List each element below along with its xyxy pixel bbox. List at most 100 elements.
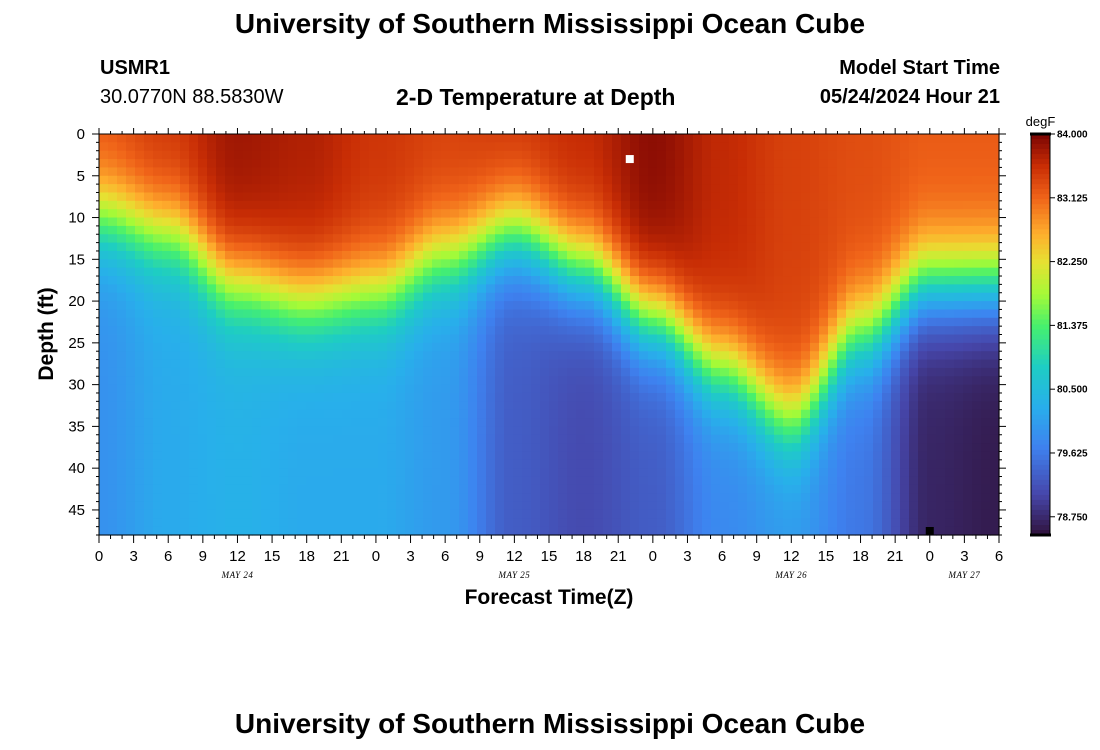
- heatmap-cell: [585, 175, 595, 185]
- heatmap-cell: [297, 134, 307, 143]
- heatmap-cell: [225, 476, 235, 486]
- heatmap-cell: [351, 217, 361, 227]
- heatmap-cell: [684, 392, 694, 402]
- heatmap-cell: [783, 468, 793, 478]
- heatmap-cell: [414, 134, 424, 143]
- heatmap-cell: [558, 242, 568, 252]
- heatmap-cell: [522, 401, 532, 411]
- heatmap-cell: [396, 192, 406, 202]
- heatmap-cell: [864, 192, 874, 202]
- heatmap-cell: [342, 493, 352, 503]
- heatmap-cell: [513, 292, 523, 302]
- heatmap-cell: [99, 384, 109, 394]
- heatmap-cell: [909, 493, 919, 503]
- heatmap-cell: [495, 326, 505, 336]
- heatmap-cell: [414, 342, 424, 352]
- heatmap-cell: [900, 443, 910, 453]
- heatmap-cell: [99, 184, 109, 194]
- heatmap-cell: [972, 267, 982, 277]
- heatmap-cell: [423, 518, 433, 528]
- heatmap-cell: [576, 134, 586, 143]
- heatmap-cell: [873, 192, 883, 202]
- heatmap-cell: [909, 418, 919, 427]
- heatmap-cell: [207, 301, 217, 311]
- heatmap-cell: [189, 309, 199, 319]
- heatmap-cell: [765, 443, 775, 453]
- heatmap-cell: [126, 134, 136, 143]
- heatmap-cell: [450, 167, 460, 177]
- heatmap-cell: [828, 476, 838, 486]
- heatmap-cell: [117, 509, 127, 519]
- heatmap-cell: [261, 418, 271, 427]
- heatmap-cell: [459, 526, 469, 536]
- heatmap-cell: [423, 409, 433, 419]
- heatmap-cell: [252, 351, 262, 361]
- heatmap-cell: [747, 376, 757, 386]
- heatmap-cell: [495, 401, 505, 411]
- heatmap-cell: [540, 259, 550, 269]
- heatmap-cell: [495, 493, 505, 503]
- heatmap-cell: [324, 367, 334, 377]
- heatmap-cell: [387, 367, 397, 377]
- heatmap-cell: [99, 351, 109, 361]
- heatmap-cell: [729, 217, 739, 227]
- heatmap-cell: [972, 451, 982, 461]
- heatmap-cell: [774, 167, 784, 177]
- heatmap-cell: [180, 518, 190, 528]
- heatmap-cell: [639, 200, 649, 210]
- heatmap-cell: [747, 418, 757, 427]
- heatmap-cell: [594, 342, 604, 352]
- heatmap-cell: [189, 225, 199, 235]
- heatmap-cell: [873, 443, 883, 453]
- heatmap-cell: [513, 459, 523, 469]
- heatmap-cell: [855, 259, 865, 269]
- heatmap-cell: [351, 134, 361, 143]
- heatmap-cell: [666, 392, 676, 402]
- heatmap-cell: [333, 242, 343, 252]
- heatmap-cell: [243, 150, 253, 160]
- heatmap-cell: [189, 276, 199, 285]
- heatmap-cell: [900, 209, 910, 219]
- heatmap-cell: [882, 159, 892, 169]
- heatmap-cell: [927, 342, 937, 352]
- heatmap-cell: [243, 217, 253, 227]
- heatmap-cell: [522, 317, 532, 327]
- heatmap-cell: [279, 451, 289, 461]
- heatmap-cell: [873, 159, 883, 169]
- heatmap-cell: [864, 309, 874, 319]
- heatmap-cell: [189, 526, 199, 536]
- heatmap-cell: [504, 142, 514, 152]
- heatmap-cell: [522, 150, 532, 160]
- heatmap-cell: [927, 501, 937, 511]
- heatmap-cell: [270, 443, 280, 453]
- heatmap-cell: [990, 234, 1000, 244]
- heatmap-cell: [639, 518, 649, 528]
- heatmap-cell: [747, 518, 757, 528]
- heatmap-cell: [180, 367, 190, 377]
- heatmap-cell: [225, 250, 235, 260]
- heatmap-cell: [414, 418, 424, 427]
- heatmap-cell: [207, 367, 217, 377]
- heatmap-cell: [522, 159, 532, 169]
- heatmap-cell: [675, 401, 685, 411]
- heatmap-cell: [99, 276, 109, 285]
- heatmap-cell: [504, 392, 514, 402]
- heatmap-cell: [621, 518, 631, 528]
- heatmap-cell: [252, 192, 262, 202]
- heatmap-cell: [504, 384, 514, 394]
- heatmap-cell: [225, 526, 235, 536]
- heatmap-cell: [315, 159, 325, 169]
- heatmap-cell: [171, 150, 181, 160]
- heatmap-cell: [387, 175, 397, 185]
- heatmap-cell: [702, 276, 712, 285]
- heatmap-cell: [990, 209, 1000, 219]
- heatmap-cell: [954, 367, 964, 377]
- heatmap-cell: [207, 317, 217, 327]
- heatmap-cell: [603, 192, 613, 202]
- heatmap-cell: [864, 217, 874, 227]
- heatmap-cell: [99, 451, 109, 461]
- heatmap-cell: [135, 351, 145, 361]
- heatmap-cell: [135, 192, 145, 202]
- heatmap-cell: [648, 376, 658, 386]
- heatmap-cell: [567, 192, 577, 202]
